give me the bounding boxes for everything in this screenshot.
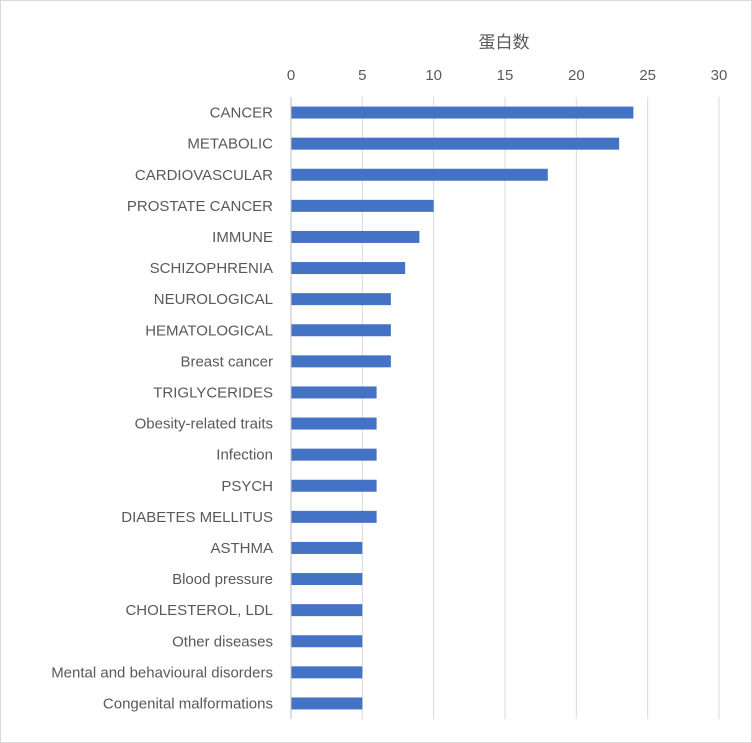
category-label-5: SCHIZOPHRENIA xyxy=(150,260,273,277)
x-tick-label-20: 20 xyxy=(568,67,585,84)
x-tick-label-0: 0 xyxy=(287,67,295,84)
category-label-10: Obesity-related traits xyxy=(135,416,273,433)
category-label-17: Other diseases xyxy=(172,633,273,650)
x-tick-labels: 0 5 10 15 20 25 30 xyxy=(287,67,728,84)
category-labels: CANCER METABOLIC CARDIOVASCULAR PROSTATE CA… xyxy=(51,105,273,713)
bar-4 xyxy=(291,230,420,243)
x-tick-label-10: 10 xyxy=(425,67,442,84)
bar-5 xyxy=(291,262,406,275)
x-axis-title: 蛋白数 xyxy=(479,33,530,52)
x-tick-label-30: 30 xyxy=(711,67,728,84)
category-label-15: Blood pressure xyxy=(172,571,273,588)
bar-6 xyxy=(291,293,391,306)
bar-0 xyxy=(291,106,634,119)
category-label-0: CANCER xyxy=(210,105,274,122)
bar-17 xyxy=(291,635,363,648)
bar-15 xyxy=(291,573,363,586)
category-label-12: PSYCH xyxy=(221,478,273,495)
category-label-11: Infection xyxy=(216,447,273,464)
bar-16 xyxy=(291,604,363,617)
category-label-18: Mental and behavioural disorders xyxy=(51,664,273,681)
bar-11 xyxy=(291,448,377,461)
bar-19 xyxy=(291,697,363,710)
bar-1 xyxy=(291,137,620,150)
bar-10 xyxy=(291,417,377,430)
bar-8 xyxy=(291,355,391,368)
category-label-7: HEMATOLOGICAL xyxy=(145,322,273,339)
x-tick-label-25: 25 xyxy=(639,67,656,84)
category-label-16: CHOLESTEROL, LDL xyxy=(125,602,273,619)
gridlines xyxy=(361,97,720,719)
bar-13 xyxy=(291,510,377,523)
bar-3 xyxy=(291,199,434,212)
bar-9 xyxy=(291,386,377,399)
bars xyxy=(291,106,634,710)
x-tick-label-5: 5 xyxy=(358,67,366,84)
bar-14 xyxy=(291,541,363,554)
category-label-14: ASTHMA xyxy=(210,540,273,557)
category-label-13: DIABETES MELLITUS xyxy=(121,509,273,526)
category-label-2: CARDIOVASCULAR xyxy=(135,167,273,184)
bar-18 xyxy=(291,666,363,679)
category-label-1: METABOLIC xyxy=(187,136,273,153)
category-label-3: PROSTATE CANCER xyxy=(127,198,273,215)
x-tick-label-15: 15 xyxy=(497,67,514,84)
category-label-8: Breast cancer xyxy=(180,353,273,370)
category-label-4: IMMUNE xyxy=(212,229,273,246)
category-label-6: NEUROLOGICAL xyxy=(154,291,273,308)
bar-2 xyxy=(291,168,548,181)
category-label-9: TRIGLYCERIDES xyxy=(153,384,273,401)
bar-12 xyxy=(291,479,377,492)
bar-7 xyxy=(291,324,391,337)
category-label-19: Congenital malformations xyxy=(103,695,273,712)
